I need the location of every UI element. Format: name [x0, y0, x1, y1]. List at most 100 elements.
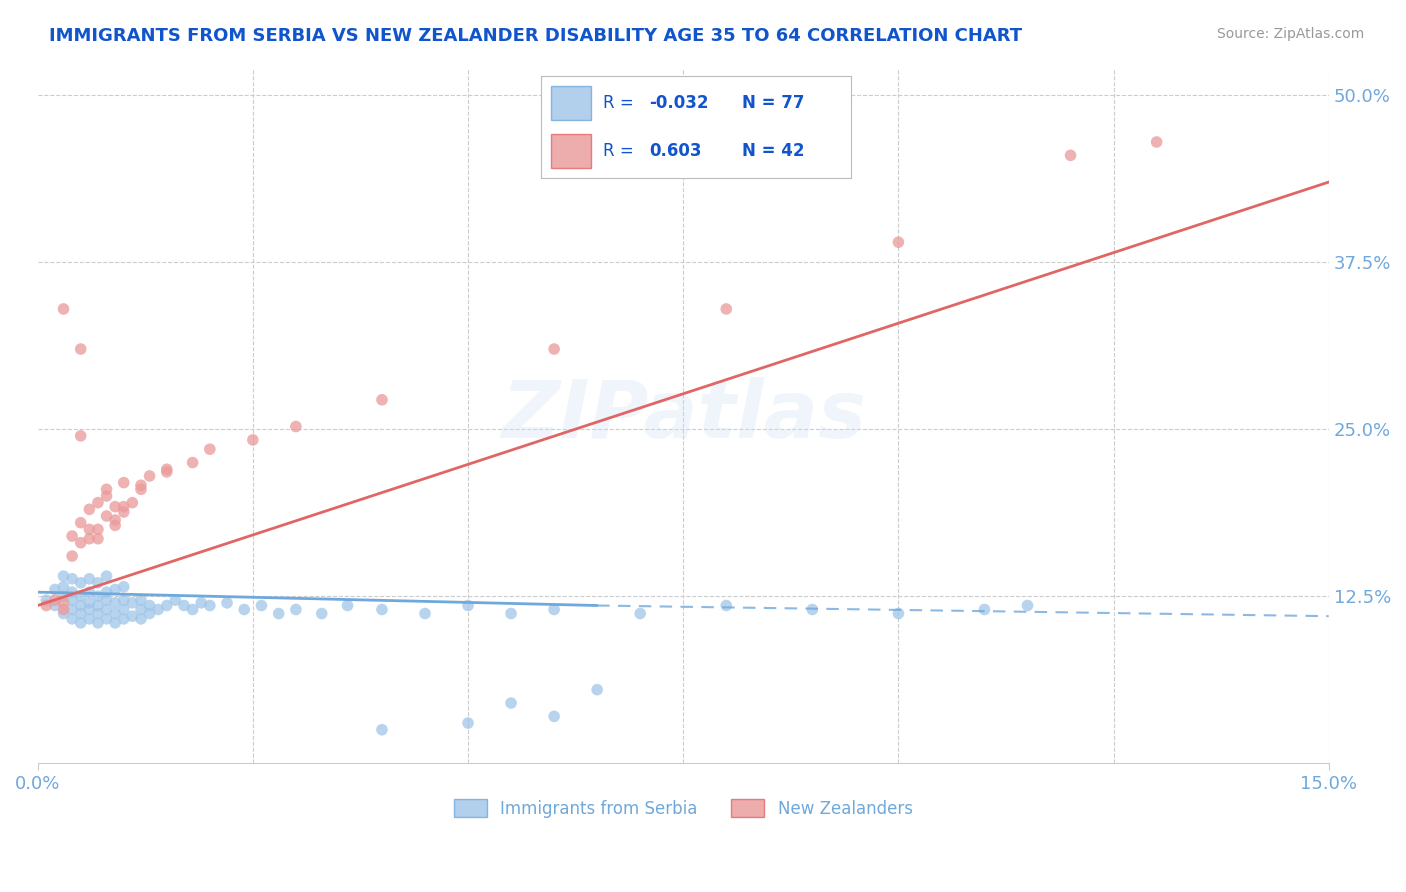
Text: -0.032: -0.032 — [650, 94, 709, 112]
Text: R =: R = — [603, 94, 640, 112]
Point — [138, 607, 160, 621]
Point — [87, 496, 110, 510]
Point — [628, 607, 651, 621]
Point — [112, 580, 135, 594]
Point — [129, 478, 152, 492]
Point — [284, 419, 307, 434]
Point — [69, 607, 91, 621]
Point — [96, 569, 118, 583]
Point — [69, 615, 91, 630]
Point — [801, 602, 824, 616]
Point — [52, 589, 75, 603]
Point — [52, 580, 75, 594]
Point — [501, 696, 523, 710]
Point — [69, 516, 91, 530]
Point — [87, 532, 110, 546]
Point — [60, 529, 83, 543]
Point — [181, 602, 204, 616]
Bar — [551, 135, 591, 168]
Point — [104, 500, 127, 514]
Point — [69, 429, 91, 443]
Point — [96, 489, 118, 503]
Point — [371, 392, 394, 407]
Legend: Immigrants from Serbia, New Zealanders: Immigrants from Serbia, New Zealanders — [447, 793, 920, 824]
Point — [242, 433, 264, 447]
Point — [104, 518, 127, 533]
Point — [336, 599, 359, 613]
Point — [284, 602, 307, 616]
Point — [79, 502, 101, 516]
Point — [96, 612, 118, 626]
Point — [44, 582, 66, 597]
Point — [413, 607, 436, 621]
Point — [79, 602, 101, 616]
Text: R =: R = — [603, 142, 640, 161]
Point — [60, 593, 83, 607]
Point — [156, 462, 179, 476]
Text: ZIPatlas: ZIPatlas — [501, 376, 866, 455]
Point — [198, 599, 221, 613]
Point — [104, 596, 127, 610]
Point — [198, 442, 221, 457]
Point — [60, 572, 83, 586]
Text: 0.603: 0.603 — [650, 142, 702, 161]
Point — [79, 596, 101, 610]
Point — [52, 301, 75, 316]
Point — [79, 532, 101, 546]
Point — [887, 235, 910, 249]
Point — [79, 522, 101, 536]
Point — [35, 599, 58, 613]
Point — [371, 602, 394, 616]
Point — [543, 342, 565, 356]
Point — [457, 716, 479, 731]
Point — [112, 500, 135, 514]
Point — [35, 593, 58, 607]
Point — [69, 589, 91, 603]
Point — [311, 607, 333, 621]
Point — [69, 535, 91, 549]
Point — [96, 585, 118, 599]
Text: N = 77: N = 77 — [742, 94, 804, 112]
Text: Source: ZipAtlas.com: Source: ZipAtlas.com — [1216, 27, 1364, 41]
Point — [79, 572, 101, 586]
Point — [973, 602, 995, 616]
Point — [87, 599, 110, 613]
Point — [112, 593, 135, 607]
Point — [52, 596, 75, 610]
Point — [96, 602, 118, 616]
Point — [69, 575, 91, 590]
Point — [52, 602, 75, 616]
Point — [96, 508, 118, 523]
Point — [138, 469, 160, 483]
Point — [129, 483, 152, 497]
Point — [52, 569, 75, 583]
Point — [586, 682, 609, 697]
Point — [104, 582, 127, 597]
Point — [543, 602, 565, 616]
Point — [138, 599, 160, 613]
Point — [121, 596, 143, 610]
Point — [60, 585, 83, 599]
Point — [112, 602, 135, 616]
Point — [121, 496, 143, 510]
Point — [129, 593, 152, 607]
Point — [112, 475, 135, 490]
Point — [250, 599, 273, 613]
Point — [1017, 599, 1039, 613]
Point — [69, 342, 91, 356]
Point — [156, 599, 179, 613]
Point — [173, 599, 195, 613]
Point — [112, 505, 135, 519]
Point — [121, 609, 143, 624]
Point — [104, 615, 127, 630]
Point — [87, 522, 110, 536]
Point — [165, 593, 187, 607]
Point — [96, 483, 118, 497]
Text: IMMIGRANTS FROM SERBIA VS NEW ZEALANDER DISABILITY AGE 35 TO 64 CORRELATION CHAR: IMMIGRANTS FROM SERBIA VS NEW ZEALANDER … — [49, 27, 1022, 45]
Point — [148, 602, 170, 616]
Point — [87, 615, 110, 630]
Point — [716, 301, 738, 316]
Point — [44, 593, 66, 607]
Point — [1059, 148, 1081, 162]
Point — [129, 612, 152, 626]
